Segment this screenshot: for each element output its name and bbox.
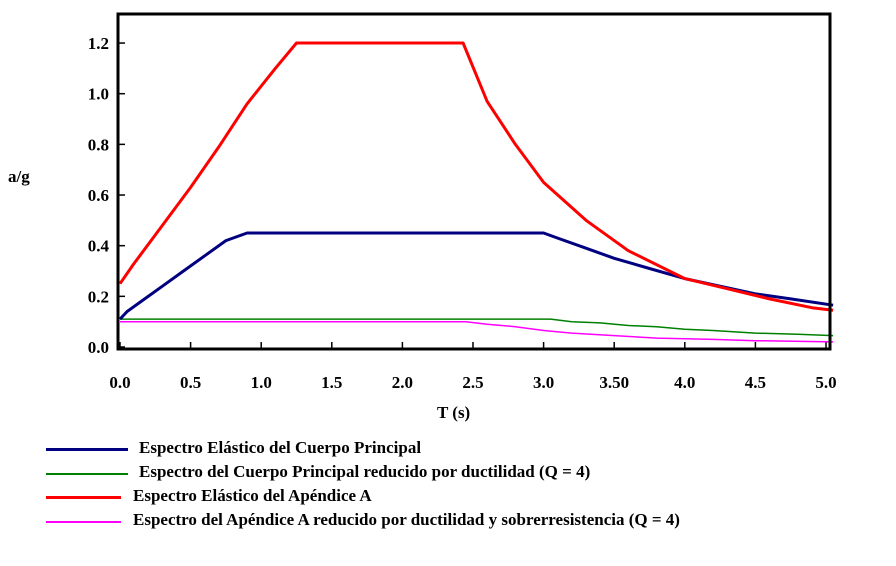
plot-frame [116, 12, 832, 351]
x-tick-label: 0.5 [180, 373, 201, 392]
y-tick-label: 0.6 [88, 186, 109, 205]
y-axis-label: a/g [8, 167, 30, 186]
y-tick-label: 0.2 [88, 287, 109, 306]
legend-item-4: Espectro del Apéndice A reducido por duc… [0, 510, 896, 534]
legend-swatch [46, 521, 121, 523]
legend-label: Espectro Elástico del Cuerpo Principal [139, 438, 422, 457]
legend-swatch [46, 448, 128, 451]
x-axis-label: T (s) [437, 403, 470, 422]
y-tick-label: 1.2 [88, 34, 109, 53]
legend-label: Espectro del Apéndice A reducido por duc… [133, 510, 680, 529]
legend-swatch [46, 496, 121, 499]
x-tick-label: 1.0 [251, 373, 272, 392]
x-tick-label: 1.5 [321, 373, 342, 392]
x-tick-label: 4.0 [674, 373, 695, 392]
legend-item-2: Espectro del Cuerpo Principal reducido p… [0, 462, 896, 486]
chart: 0.0 0.2 0.4 0.6 0.8 1.0 1.2 0.0 0.5 1.0 1.5 2.0 2.5… [8, 12, 837, 422]
x-tick-label: 0.0 [109, 373, 130, 392]
x-tick-label: 5.0 [815, 373, 836, 392]
legend-label: Espectro Elástico del Apéndice A [133, 486, 372, 505]
y-axis-ticks: 0.0 0.2 0.4 0.6 0.8 1.0 1.2 [88, 34, 125, 357]
legend-item-1: Espectro Elástico del Cuerpo Principal [0, 438, 896, 462]
legend-swatch [46, 473, 128, 475]
x-tick-label: 3.0 [533, 373, 554, 392]
x-axis-ticks: 0.0 0.5 1.0 1.5 2.0 2.5 3.0 3.50 4.0 4.5 5.0 [109, 342, 837, 392]
series-line-4 [120, 320, 834, 343]
x-tick-label: 2.5 [462, 373, 483, 392]
x-tick-label: 2.0 [392, 373, 413, 392]
y-tick-label: 1.0 [88, 85, 109, 104]
series-line-3 [118, 41, 834, 312]
y-tick-label: 0.8 [88, 135, 109, 154]
x-tick-label: 4.5 [745, 373, 766, 392]
y-tick-label: 0.4 [88, 237, 110, 256]
legend-item-3: Espectro Elástico del Apéndice A [0, 486, 896, 510]
legend-label: Espectro del Cuerpo Principal reducido p… [139, 462, 591, 481]
series-line-2 [120, 318, 834, 337]
series-line-1 [118, 231, 834, 321]
y-tick-label: 0.0 [88, 338, 109, 357]
series-layer [118, 41, 834, 343]
x-tick-label: 3.50 [599, 373, 629, 392]
